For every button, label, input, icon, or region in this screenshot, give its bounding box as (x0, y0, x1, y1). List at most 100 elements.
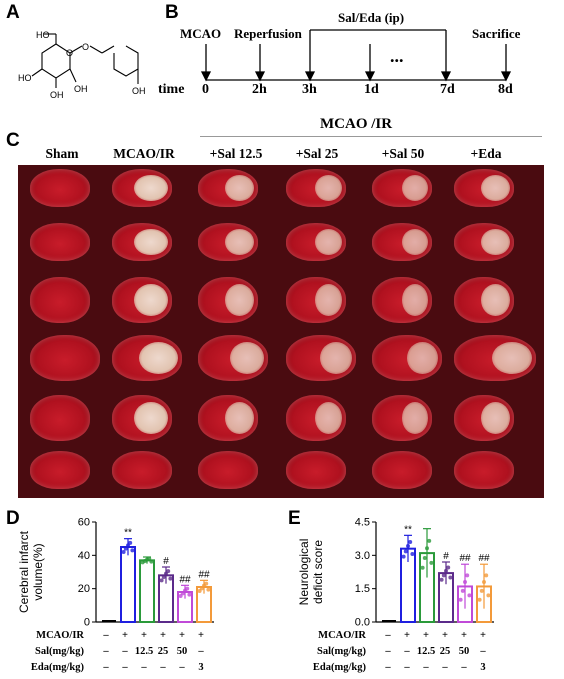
table-cell: + (404, 630, 410, 641)
data-point (161, 575, 166, 579)
infarct-region (401, 283, 428, 317)
column-header-sham: Sham (45, 146, 79, 161)
brain-slice (286, 335, 356, 381)
timeline-tick: 8d (498, 82, 513, 97)
data-point (123, 546, 128, 551)
significance-mark: # (163, 556, 169, 567)
significance-mark: ## (459, 553, 471, 564)
column-header-sal-50: +Sal 50 (381, 146, 425, 161)
brain-slice (112, 223, 172, 261)
brain-slice (198, 395, 258, 441)
table-cell: 3 (480, 662, 486, 673)
panel-label-d: D (6, 508, 20, 529)
timeline-axis-label: time (158, 82, 185, 97)
data-point (439, 577, 444, 582)
table-cell: + (160, 630, 166, 641)
table-row-label: Eda(mg/kg) (312, 662, 366, 673)
data-point (185, 586, 190, 591)
significance-mark: ** (124, 528, 132, 539)
data-point (401, 554, 406, 559)
table-cell: – (103, 646, 109, 657)
table-cell: – (423, 662, 429, 673)
table-cell: + (179, 630, 185, 641)
data-point (408, 540, 413, 544)
brain-slice (454, 335, 536, 381)
timeline-tick: 0 (202, 82, 209, 97)
table-cell: – (160, 662, 166, 673)
timeline-tick: 2h (252, 82, 267, 97)
significance-mark: ** (404, 524, 412, 535)
brain-slice (372, 223, 432, 261)
brain-slice (30, 169, 90, 207)
ttc-brain-slices-photo (18, 165, 544, 498)
infarct-region (224, 228, 254, 256)
infarct-region (407, 341, 438, 375)
brain-slice (286, 395, 346, 441)
brain-slice (454, 169, 514, 207)
group-header: MCAO /IR (320, 116, 393, 132)
infarct-region (134, 283, 168, 317)
infarct-region (480, 174, 510, 202)
timeline-label-sacrifice: Sacrifice (472, 26, 521, 41)
infarct-region (224, 174, 254, 202)
table-cell: – (141, 662, 147, 673)
data-point (130, 548, 135, 553)
table-cell: – (179, 662, 185, 673)
brain-slice (30, 451, 90, 489)
table-row-label: Sal(mg/kg) (316, 646, 366, 657)
data-point (159, 578, 164, 583)
significance-mark: ## (198, 569, 210, 580)
brain-slice (454, 451, 514, 489)
infarct-region (320, 341, 352, 375)
brain-slice (372, 451, 432, 489)
table-cell: – (198, 646, 204, 657)
atom-label: HO (18, 73, 32, 83)
data-point (479, 588, 484, 593)
column-header-eda: +Eda (470, 146, 502, 161)
table-cell: 50 (176, 646, 188, 657)
infarct-region (480, 228, 510, 256)
table-cell: + (480, 630, 486, 641)
y-tick-label: 0 (84, 617, 90, 629)
table-cell: – (122, 646, 128, 657)
infarct-region (314, 283, 342, 317)
infarct-region (134, 228, 168, 256)
data-point (460, 588, 465, 593)
data-point (178, 594, 183, 598)
brain-slice (198, 451, 258, 489)
panel-label-c: C (6, 130, 20, 151)
timeline-arrows (200, 29, 512, 82)
y-tick-label: 40 (78, 550, 90, 562)
data-point (204, 581, 209, 586)
y-axis-label: Cerebral infarct (17, 530, 31, 613)
brain-slice (372, 169, 432, 207)
y-tick-label: 4.5 (355, 517, 370, 529)
brain-slice (454, 277, 514, 323)
salidroside-structure: HO HO OH OH O O OH (18, 30, 146, 100)
table-cell: + (198, 630, 204, 641)
data-point (410, 552, 415, 556)
brain-slice (112, 451, 172, 489)
brain-slice (198, 335, 268, 381)
infarct-region (224, 283, 254, 317)
brain-slice (198, 169, 258, 207)
table-row-label: Sal(mg/kg) (34, 646, 84, 657)
brain-slice (112, 395, 172, 441)
data-point (128, 540, 133, 545)
table-cell: – (385, 662, 391, 673)
brain-slice (112, 169, 172, 207)
data-point (425, 546, 429, 551)
brain-slice (372, 395, 432, 441)
brain-slice (30, 223, 90, 261)
timeline-label-mcao: MCAO (180, 26, 222, 41)
brain-slice (454, 395, 514, 441)
treatment-table-e: MCAO/IR – + + + + + Sal(mg/kg) – –12.5 25 50– Eda(mg… (282, 630, 564, 678)
table-cell: 12.5 (134, 646, 154, 657)
table-cell: + (423, 630, 429, 641)
infarct-region (134, 401, 168, 435)
data-point (446, 565, 451, 570)
data-point (168, 576, 173, 581)
infarct-region (480, 401, 510, 435)
brain-slice (112, 335, 182, 381)
table-cell: + (442, 630, 448, 641)
